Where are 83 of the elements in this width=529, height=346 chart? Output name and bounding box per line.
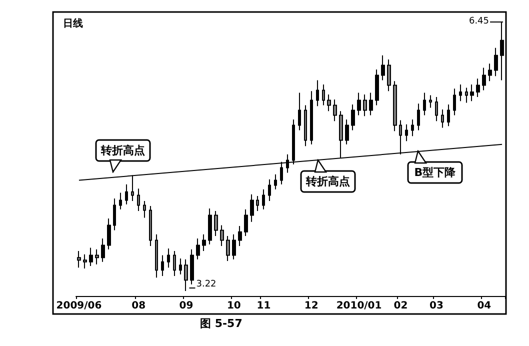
candlestick (357, 92, 361, 116)
candlestick (333, 98, 337, 122)
candlestick (149, 206, 152, 247)
candlestick (119, 192, 122, 210)
candlestick (208, 208, 212, 245)
candlestick (423, 92, 426, 116)
candlestick (465, 87, 468, 104)
candlestick (429, 94, 432, 108)
candlestick (196, 238, 200, 260)
annotation: 转折高点 (300, 171, 356, 192)
candlestick (310, 90, 313, 145)
candlestick (447, 104, 450, 127)
candlestick (184, 258, 188, 292)
candlestick (179, 258, 182, 275)
candlestick (190, 248, 194, 285)
candlestick (286, 154, 289, 174)
candlestick (482, 67, 486, 91)
candlestick (238, 226, 242, 247)
candlestick (417, 103, 420, 131)
x-tick-label: 03 (430, 300, 444, 312)
annotation: 6.45 (468, 16, 490, 26)
candlestick (405, 124, 408, 142)
candlestick (459, 84, 462, 102)
candlestick (411, 118, 414, 137)
x-tick-label: 11 (256, 300, 271, 312)
candlestick (375, 68, 379, 106)
candlestick (173, 250, 176, 277)
candlestick (125, 184, 128, 205)
candlestick (155, 234, 158, 278)
candlestick (327, 94, 331, 112)
candlestick (381, 54, 385, 81)
x-tick-label: 02 (394, 300, 408, 312)
candlestick (167, 248, 170, 268)
caption: 图 5-57 (200, 317, 242, 330)
x-tick-label: 09 (179, 300, 194, 312)
x-tick-label: 08 (132, 300, 146, 312)
candlestick (363, 94, 367, 117)
candlestick (107, 218, 111, 250)
candlestick (387, 58, 391, 92)
candlestick (113, 198, 116, 231)
x-tick-label: 2009/06 (56, 300, 102, 312)
candlestick (262, 188, 265, 210)
candlestick (202, 234, 206, 252)
candlestick (435, 96, 438, 122)
candlestick (304, 104, 307, 147)
candlestick (441, 108, 444, 128)
candlestick (143, 200, 146, 218)
candlestick (298, 92, 301, 131)
candlestick (369, 92, 373, 116)
candlestick (226, 236, 230, 262)
candlestick (345, 118, 349, 145)
candlestick (322, 84, 325, 106)
candlestick (89, 247, 93, 267)
x-tick-label: 2010/01 (336, 300, 382, 312)
x-tick-label: 12 (304, 300, 318, 312)
candlestick (393, 80, 397, 132)
candlestick (77, 250, 81, 268)
candlestick (232, 234, 236, 260)
candlestick (470, 84, 474, 102)
annotation: 转折高点 (95, 140, 151, 161)
candlestick (268, 178, 271, 202)
x-tick-label: 04 (477, 300, 492, 312)
candlestick (161, 254, 164, 277)
candlestick (453, 88, 456, 116)
candlestick (83, 254, 87, 270)
candlestick (351, 104, 355, 131)
candlestick (244, 208, 248, 237)
chart-title: 日线 (63, 18, 83, 30)
x-tick-label: 10 (226, 300, 241, 312)
candlestick (214, 210, 218, 237)
candlestick (316, 80, 319, 107)
candlestick (220, 224, 224, 247)
annotation: 3.22 (196, 280, 216, 290)
candlestick (488, 63, 492, 82)
candlestick (137, 188, 140, 212)
candlestick (256, 196, 259, 212)
candlestick (494, 47, 498, 77)
candlestick (476, 78, 480, 98)
candlestick (95, 248, 99, 265)
annotation: B型下降 (407, 162, 463, 183)
candlestick (101, 238, 105, 262)
candlestick (274, 174, 277, 190)
candlestick (250, 194, 254, 222)
